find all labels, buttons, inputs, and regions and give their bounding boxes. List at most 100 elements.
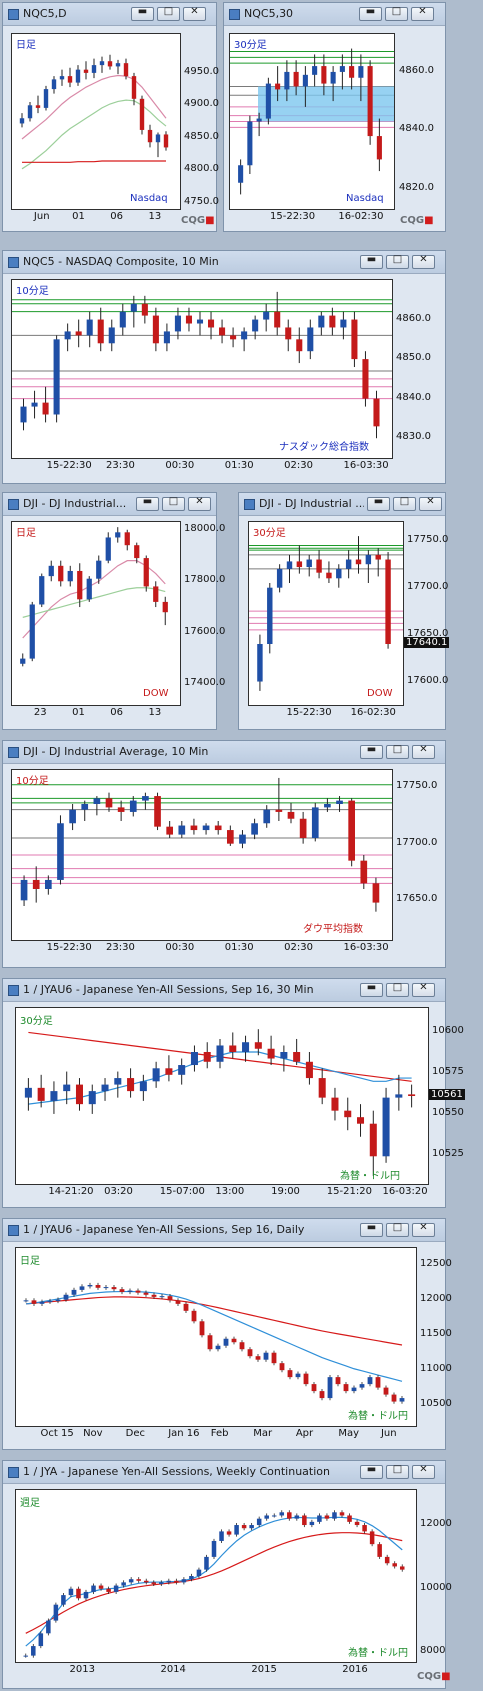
maximize-button[interactable]: □ [393,496,416,511]
y-tick-label: 17750.0 [407,533,449,545]
candle-body [395,1094,403,1098]
x-tick-label: 2016 [342,1664,368,1675]
minimize-button[interactable]: ▬ [360,1222,383,1237]
candle-body [38,1633,44,1647]
candle-body [311,1384,317,1392]
candle-body [385,559,391,644]
product-label: Nasdaq [346,193,384,204]
minimize-button[interactable]: ▬ [360,982,383,997]
chart-window-dji-10min[interactable]: DJI - DJ Industrial Average, 10 Min ▬ □ … [2,740,446,968]
chart-window-jyau6-daily[interactable]: 1 / JYAU6 - Japanese Yen-All Sessions, S… [2,1218,452,1450]
candle-body [294,1515,300,1519]
title-bar[interactable]: DJI - DJ Industrial ... ▬ □ ✕ [239,493,445,516]
candle-body [127,1290,133,1292]
candle-body [174,1580,179,1583]
close-button[interactable]: ✕ [412,254,435,269]
minimize-button[interactable]: ▬ [360,254,383,269]
candle-body [44,879,52,889]
maximize-button[interactable]: □ [157,6,180,21]
candle-body [274,311,281,328]
title-bar[interactable]: NQC5,D ▬ □ ✕ [3,3,216,26]
x-tick-label: 13 [148,211,162,222]
chart-window-nqc5-30[interactable]: NQC5,30 ▬ □ ✕ 30分足 Nasdaq 4860.0 4840.0 48… [223,2,446,232]
plot-area[interactable] [248,521,404,706]
chart-window-nqc5-daily[interactable]: NQC5,D ▬ □ ✕ 日足 Nasdaq 4950.0 4900.0 4850.… [2,2,219,232]
y-tick-label: 10600 [432,1025,464,1037]
candle-body [46,1620,51,1634]
window-title: 1 / JYAU6 - Japanese Yen-All Sessions, S… [23,983,314,996]
maximize-button[interactable]: □ [386,1222,409,1237]
window-icon [8,747,19,758]
maximize-button[interactable]: □ [386,982,409,997]
candle-body [42,402,49,415]
plot-area[interactable] [11,279,393,459]
title-bar[interactable]: NQC5 - NASDAQ Composite, 10 Min ▬ □ ✕ [3,251,445,274]
candle-body [135,1290,141,1293]
chart-window-dji-daily[interactable]: DJI - DJ Industrial... ▬ □ ✕ 日足 DOW 1800… [2,492,225,730]
candle-body [185,315,193,324]
candle-body [189,1576,194,1580]
chart-window-jya-weekly[interactable]: 1 / JYA - Japanese Yen-All Sessions, Wee… [2,1460,452,1689]
plot-area[interactable] [11,521,181,706]
close-button[interactable]: ✕ [411,6,434,21]
maximize-button[interactable]: □ [386,744,409,759]
plot-area[interactable] [15,1007,429,1185]
candle-body [252,319,259,332]
close-button[interactable]: ✕ [412,1464,435,1479]
minimize-button[interactable]: ▬ [360,744,383,759]
minimize-button[interactable]: ▬ [136,496,159,511]
title-bar[interactable]: DJI - DJ Industrial... ▬ □ ✕ [3,493,216,516]
chart-window-dji-30[interactable]: DJI - DJ Industrial ... ▬ □ ✕ 30分足 DOW 1… [238,492,450,730]
candle-body [219,1531,224,1541]
close-button[interactable]: ✕ [412,982,435,997]
candle-body [351,319,358,360]
minimize-button[interactable]: ▬ [131,6,154,21]
title-bar[interactable]: 1 / JYA - Japanese Yen-All Sessions, Wee… [3,1461,445,1484]
maximize-button[interactable]: □ [162,496,185,511]
close-button[interactable]: ✕ [188,496,211,511]
x-tick-label: 2013 [69,1664,95,1675]
minimize-button[interactable]: ▬ [360,1464,383,1479]
y-axis: 17750.0 17700.0 17650.0 17600.0 17640.1 [404,521,450,704]
maximize-button[interactable]: □ [385,6,408,21]
candle-body [63,1294,69,1300]
candle-body [68,1588,74,1596]
candle-body [372,883,380,903]
plot-area[interactable] [229,33,395,210]
candle-body [166,826,174,835]
y-tick-label: 4950.0 [184,65,219,77]
y-tick-label: 4860.0 [399,64,434,76]
candle-body [53,339,60,415]
close-button[interactable]: ✕ [419,496,442,511]
minimize-button[interactable]: ▬ [359,6,382,21]
ma-long-line [25,1532,403,1634]
plot-area[interactable] [15,1247,417,1427]
candle-body [75,331,82,336]
candle-body [256,118,262,122]
minimize-button[interactable]: ▬ [367,496,390,511]
maximize-button[interactable]: □ [386,1464,409,1479]
y-tick-label: 12000 [420,1293,452,1305]
chart-window-nqc5-10min[interactable]: NQC5 - NASDAQ Composite, 10 Min ▬ □ ✕ 10… [2,250,446,484]
candle-body [58,565,64,582]
maximize-button[interactable]: □ [386,254,409,269]
title-bar[interactable]: NQC5,30 ▬ □ ✕ [224,3,445,26]
candle-body [339,1512,345,1516]
plot-area[interactable] [11,769,393,941]
candle-body [159,1296,165,1298]
x-tick-label: 16-02:30 [338,211,384,222]
candle-body [360,860,368,884]
close-button[interactable]: ✕ [183,6,206,21]
title-bar[interactable]: DJI - DJ Industrial Average, 10 Min ▬ □ … [3,741,445,764]
chart-window-jyau6-30min[interactable]: 1 / JYAU6 - Japanese Yen-All Sessions, S… [2,978,465,1208]
title-bar[interactable]: 1 / JYAU6 - Japanese Yen-All Sessions, S… [3,1219,445,1242]
plot-area[interactable] [11,33,181,210]
x-tick-label: 06 [110,707,123,718]
y-tick-label: 17700.0 [396,836,438,848]
candle-body [279,1512,285,1516]
close-button[interactable]: ✕ [412,1222,435,1237]
title-bar[interactable]: 1 / JYAU6 - Japanese Yen-All Sessions, S… [3,979,445,1002]
candle-body [318,1078,326,1098]
close-button[interactable]: ✕ [412,744,435,759]
plot-area[interactable] [15,1489,417,1663]
